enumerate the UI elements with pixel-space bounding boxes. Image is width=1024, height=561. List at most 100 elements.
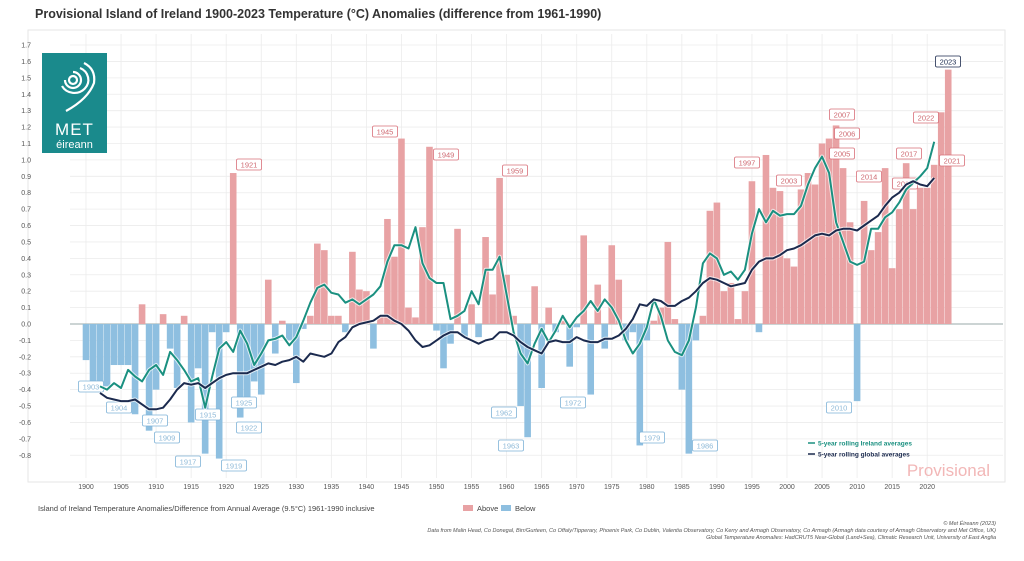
y-tick-label: -0.8 (19, 453, 31, 460)
y-tick-label: -0.7 (19, 436, 31, 443)
rolling-average-lines (98, 141, 937, 412)
bar-1947 (412, 317, 419, 324)
bar-2006 (825, 138, 833, 324)
above-swatch (463, 505, 473, 511)
bar-1963 (524, 324, 531, 438)
bar-1984 (671, 319, 679, 324)
annotation-text: 1979 (644, 434, 661, 443)
bar-1949 (426, 146, 433, 324)
annotation-1904: 1904 (106, 401, 132, 414)
annotation-text: 1921 (241, 161, 258, 170)
annotation-text: 1997 (739, 159, 756, 168)
x-tick-label: 1985 (674, 484, 690, 491)
global-rolling-average-line (99, 177, 935, 411)
bar-1964 (531, 286, 538, 324)
y-tick-label: 0.7 (21, 207, 31, 214)
y-tick-label: 1.7 (21, 43, 31, 50)
annotation-1972: 1972 (560, 396, 586, 409)
annotation-1915: 1915 (195, 408, 221, 421)
annotation-2022: 2022 (913, 111, 939, 124)
annotation-1921: 1921 (236, 158, 262, 171)
x-tick-label: 1995 (744, 484, 760, 491)
bar-1981 (650, 320, 658, 324)
x-tick-label: 2015 (884, 484, 900, 491)
bar-1977 (622, 324, 630, 341)
x-tick-label: 1945 (394, 484, 410, 491)
y-tick-label: 0.6 (21, 223, 31, 230)
bar-1905 (117, 324, 125, 366)
annotation-text: 1922 (241, 424, 258, 433)
global-source: Global Temperature Anomalies: HadCRUT5 N… (706, 535, 996, 541)
annotation-2023: 2023 (935, 55, 961, 68)
y-tick-label: 0.1 (21, 305, 31, 312)
y-tick-label: 1.5 (21, 75, 31, 82)
legend-description: Island of Ireland Temperature Anomalies/… (38, 504, 375, 513)
y-tick-label: 1.1 (21, 141, 31, 148)
bar-1998 (769, 187, 777, 324)
bar-2004 (811, 184, 819, 324)
annotation-1986: 1986 (692, 439, 718, 452)
y-tick-label: 0.4 (21, 256, 31, 263)
bar-1904 (110, 324, 118, 366)
y-tick-label: -0.3 (19, 371, 31, 378)
annotation-text: 2005 (834, 150, 851, 159)
bar-1961 (510, 315, 517, 324)
annotation-text: 1919 (226, 462, 243, 471)
x-tick-label: 1940 (359, 484, 375, 491)
bar-2018 (909, 209, 917, 324)
bar-1999 (776, 191, 784, 324)
x-tick-label: 1930 (289, 484, 305, 491)
annotation-2007: 2007 (829, 108, 855, 121)
annotation-1925: 1925 (231, 396, 257, 409)
x-tick-label: 2010 (849, 484, 865, 491)
anomaly-bars (82, 69, 952, 459)
bar-2022 (937, 112, 945, 324)
y-tick-label: -0.1 (19, 338, 31, 345)
bar-1989 (706, 210, 714, 324)
bar-1910 (152, 324, 160, 390)
bar-1988 (699, 315, 707, 324)
ireland-rolling-average-line (99, 141, 936, 409)
annotation-2005: 2005 (829, 147, 855, 160)
y-tick-label: 1.3 (21, 108, 31, 115)
bar-1911 (159, 314, 167, 324)
y-tick-label: 0.5 (21, 239, 31, 246)
below-label: Below (515, 504, 536, 513)
annotation-1997: 1997 (734, 156, 760, 169)
x-tick-label: 1935 (324, 484, 340, 491)
below-swatch (501, 505, 511, 511)
bar-1929 (285, 324, 293, 341)
annotation-text: 1917 (180, 458, 197, 467)
annotation-1959: 1959 (502, 164, 528, 177)
bar-2015 (888, 268, 896, 324)
bar-1951 (440, 324, 447, 369)
bar-1932 (307, 315, 314, 324)
logo-eireann-text: éireann (56, 139, 93, 151)
bar-1962 (517, 324, 524, 407)
bar-1938 (349, 251, 356, 324)
annotation-2017: 2017 (896, 147, 922, 160)
plot-frame (27, 29, 1006, 483)
bar-1936 (335, 315, 342, 324)
bar-2016 (895, 209, 903, 324)
bar-legend: Island of Ireland Temperature Anomalies/… (38, 504, 536, 513)
bar-1926 (264, 279, 272, 324)
swirl-icon (61, 62, 96, 112)
year-annotations: 1903 1904 1907 1909 1915 1917 1919 1921 1922 1925… (78, 55, 965, 472)
annotation-2006: 2006 (834, 127, 860, 140)
annotation-2010: 2010 (826, 401, 852, 414)
bar-2003 (804, 173, 812, 324)
bar-1942 (377, 315, 384, 324)
logo-met-text: MET (55, 120, 94, 139)
bar-1968 (559, 320, 566, 324)
annotation-1949: 1949 (433, 148, 459, 161)
x-tick-label: 1970 (569, 484, 585, 491)
bar-2012 (867, 250, 875, 324)
bar-1903 (103, 324, 111, 387)
bar-2019 (916, 187, 924, 324)
bar-1919 (215, 324, 223, 459)
bar-1956 (475, 324, 482, 338)
bar-2017 (902, 163, 910, 324)
bar-1900 (82, 324, 90, 361)
provisional-watermark: Provisional (907, 461, 990, 480)
